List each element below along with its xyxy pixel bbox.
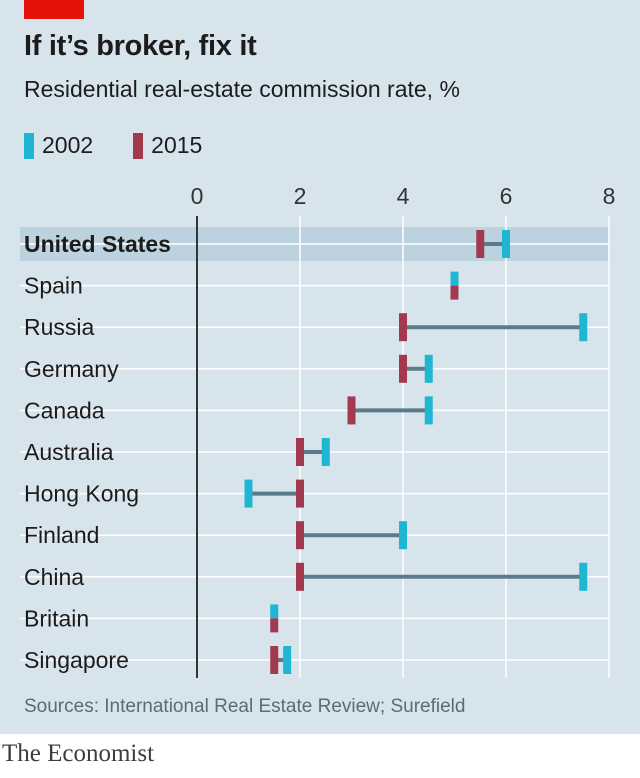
marker-2015	[450, 285, 459, 300]
marker-2002	[399, 521, 407, 550]
marker-2002	[244, 479, 253, 508]
legend-swatch-2015	[133, 132, 144, 159]
marker-2015	[399, 313, 407, 342]
category-label: Britain	[24, 605, 89, 631]
source-note: Sources: International Real Estate Revie…	[24, 696, 466, 717]
legend-item-2002: 2002	[24, 132, 93, 159]
marker-2002	[321, 438, 330, 466]
marker-2015	[296, 562, 304, 591]
marker-2002	[270, 604, 279, 619]
marker-2002	[424, 354, 433, 383]
marker-2015	[296, 479, 304, 508]
chart-subtitle: Residential real-estate commission rate,…	[24, 76, 460, 102]
marker-2002	[579, 313, 588, 342]
marker-2015	[296, 438, 304, 466]
marker-2015	[347, 396, 356, 425]
category-label: Finland	[24, 522, 99, 548]
dumbbell-chart: 0 2 4 6 8 United States Spain Russia Germany Cana…	[20, 183, 616, 678]
marker-2015	[476, 230, 485, 258]
category-label: Singapore	[24, 647, 129, 673]
category-label: United States	[24, 231, 171, 257]
category-label: China	[24, 564, 84, 590]
x-tick-label: 8	[603, 183, 616, 209]
marker-2002	[424, 396, 433, 425]
category-label: Germany	[24, 356, 119, 382]
x-tick-label: 0	[191, 183, 204, 209]
marker-2002	[283, 646, 292, 674]
x-tick-label: 4	[397, 183, 410, 209]
chart-title: If it’s broker, fix it	[24, 30, 257, 62]
marker-2015	[296, 521, 304, 550]
marker-2015	[399, 354, 407, 383]
legend-swatch-2002	[24, 132, 34, 159]
x-tick-label: 6	[500, 183, 513, 209]
x-tick-label: 2	[294, 183, 307, 209]
marker-2002	[450, 271, 459, 286]
marker-2015	[270, 618, 279, 633]
marker-2015	[270, 646, 279, 674]
footer-bar: The Economist	[0, 734, 640, 778]
marker-2002	[502, 230, 510, 258]
category-label: Canada	[24, 397, 105, 423]
category-label: Spain	[24, 273, 83, 299]
brand-wordmark: The Economist	[2, 740, 155, 767]
brand-red-tag	[24, 0, 84, 19]
legend-item-2015: 2015	[133, 132, 202, 159]
marker-2002	[579, 562, 588, 591]
legend-label-2015: 2015	[151, 132, 203, 158]
category-label: Australia	[24, 439, 114, 465]
chart-legend: 2002 2015	[24, 132, 242, 159]
category-label: Russia	[24, 314, 95, 340]
legend-label-2002: 2002	[42, 132, 94, 158]
category-label: Hong Kong	[24, 481, 139, 507]
